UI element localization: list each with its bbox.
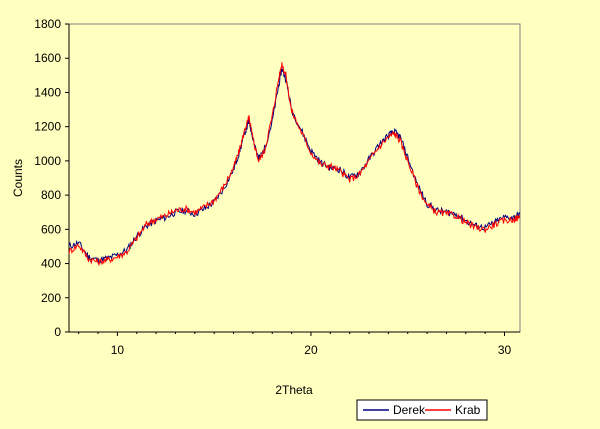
y-tick-label: 1600	[34, 51, 61, 65]
x-tick-label: 20	[304, 343, 318, 357]
y-tick-label: 1000	[34, 154, 61, 168]
x-axis-ticks: 10 20 30	[78, 332, 512, 357]
y-tick-label: 600	[41, 222, 61, 236]
y-tick-label: 1400	[34, 85, 61, 99]
y-tick-label: 1200	[34, 120, 61, 134]
y-tick-label: 200	[41, 291, 61, 305]
plot-area	[68, 23, 521, 333]
y-axis-title: Counts	[11, 159, 25, 197]
legend-label-derek: Derek	[393, 403, 426, 417]
y-tick-label: 1800	[34, 17, 61, 31]
x-tick-label: 10	[111, 343, 125, 357]
x-tick-label: 30	[498, 343, 512, 357]
legend-box	[356, 399, 488, 421]
plot-frame	[68, 23, 521, 333]
y-tick-label: 0	[54, 325, 61, 339]
series-line-krab	[68, 62, 521, 267]
x-axis-title: 2Theta	[275, 383, 313, 397]
legend: Derek Krab	[356, 399, 488, 421]
legend-label-krab: Krab	[455, 403, 481, 417]
series-lines	[68, 62, 521, 267]
y-tick-label: 400	[41, 257, 61, 271]
y-axis-ticks: 0 200 400 600 800 1000 1200 1400 1600 1800	[34, 17, 69, 339]
y-tick-label: 800	[41, 188, 61, 202]
